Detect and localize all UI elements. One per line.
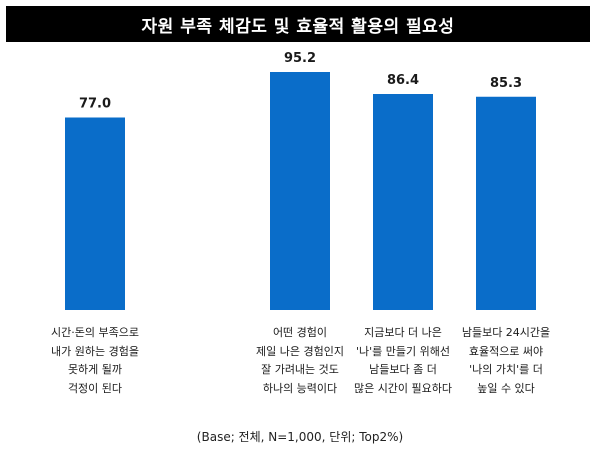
- category-label-1: 시간·돈의 부족으로 내가 원하는 경험을 못하게 될까 걱정이 된다: [51, 326, 139, 395]
- bar-2: [270, 72, 330, 310]
- category-label-3: 지금보다 더 나은 '나'를 만들기 위해선 남들보다 좀 더 많은 시간이 필…: [353, 326, 453, 395]
- footnote: (Base; 전체, N=1,000, 단위; Top2%): [196, 430, 404, 444]
- bar-1: [65, 117, 125, 310]
- bar-4: [476, 96, 536, 310]
- category-label-2: 어떤 경험이 제일 나은 경험인지 잘 가려내는 것도 하나의 능력이다: [256, 326, 344, 395]
- bar-3: [373, 94, 433, 310]
- category-label-4: 남들보다 24시간을 효율적으로 써야 '나의 가치'를 더 높일 수 있다: [461, 326, 551, 395]
- chart-title: 자원 부족 체감도 및 효율적 활용의 필요성: [6, 6, 590, 42]
- value-label-2: 95.2: [284, 51, 316, 66]
- value-label-3: 86.4: [387, 73, 419, 88]
- value-label-4: 85.3: [490, 76, 522, 91]
- value-label-1: 77.0: [79, 97, 111, 112]
